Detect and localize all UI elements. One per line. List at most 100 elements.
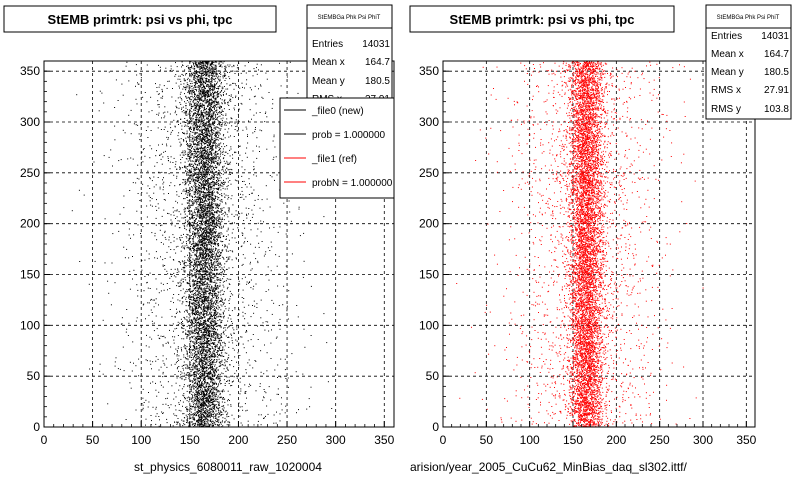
scatter-point (220, 361, 222, 363)
scatter-point (197, 195, 199, 197)
scatter-point (204, 227, 206, 229)
scatter-point (193, 109, 194, 111)
scatter-point (212, 213, 214, 215)
scatter-point (219, 161, 221, 163)
scatter-point (208, 264, 210, 266)
scatter-point (198, 151, 200, 153)
scatter-point (193, 140, 194, 142)
scatter-point (212, 124, 214, 126)
scatter-point (197, 382, 198, 384)
scatter-point (182, 139, 184, 140)
scatter-point (173, 342, 175, 344)
scatter-point (206, 337, 208, 339)
scatter-point (210, 376, 212, 378)
scatter-point (210, 413, 212, 415)
scatter-point (191, 369, 193, 371)
scatter-point (194, 311, 196, 313)
scatter-point (211, 73, 213, 74)
scatter-point (202, 191, 204, 193)
scatter-point (192, 417, 194, 419)
scatter-point (185, 236, 187, 238)
scatter-point (205, 403, 206, 405)
scatter-point (206, 255, 207, 257)
scatter-point (215, 195, 216, 197)
scatter-point (201, 174, 203, 175)
scatter-point (222, 342, 224, 344)
scatter-point (205, 111, 207, 113)
scatter-point (190, 103, 192, 105)
scatter-point (219, 373, 221, 375)
scatter-point (198, 175, 200, 177)
scatter-point (179, 237, 181, 239)
scatter-point (208, 353, 210, 355)
scatter-point (210, 287, 212, 289)
scatter-point (162, 360, 164, 362)
scatter-point (149, 178, 151, 180)
scatter-point (193, 157, 194, 159)
scatter-point (243, 298, 245, 299)
scatter-point (207, 314, 209, 316)
scatter-point (212, 78, 214, 80)
scatter-point (230, 146, 232, 148)
scatter-point (203, 386, 205, 388)
scatter-point (216, 82, 218, 84)
scatter-point (220, 390, 222, 392)
scatter-point (223, 160, 225, 162)
scatter-point (214, 354, 216, 356)
scatter-point (186, 65, 187, 67)
scatter-point (213, 421, 215, 423)
scatter-point (191, 93, 193, 95)
scatter-point (203, 108, 205, 110)
scatter-point (209, 376, 211, 378)
scatter-point (206, 157, 208, 159)
scatter-point (213, 251, 215, 253)
scatter-point (163, 223, 164, 225)
scatter-point (200, 255, 202, 257)
scatter-point (208, 195, 210, 197)
scatter-point (158, 93, 160, 95)
scatter-point (213, 78, 215, 80)
scatter-point (273, 134, 275, 136)
scatter-point (152, 299, 154, 301)
scatter-point (198, 418, 200, 420)
scatter-point (209, 317, 211, 319)
scatter-point (221, 195, 223, 197)
scatter-point (214, 242, 215, 244)
scatter-point (213, 173, 215, 175)
scatter-point (215, 207, 217, 209)
scatter-point (233, 64, 235, 66)
scatter-point (225, 298, 226, 300)
scatter-point (238, 216, 240, 218)
scatter-point (211, 224, 213, 226)
scatter-point (223, 315, 225, 317)
scatter-point (210, 371, 211, 372)
scatter-point (210, 189, 212, 191)
scatter-point (175, 316, 176, 318)
scatter-point (210, 145, 212, 147)
scatter-point (180, 371, 182, 373)
scatter-point (183, 139, 185, 141)
scatter-point (197, 380, 199, 382)
scatter-point (212, 257, 213, 259)
scatter-point (289, 211, 291, 213)
scatter-point (222, 331, 224, 333)
scatter-point (201, 215, 203, 217)
scatter-point (217, 337, 219, 339)
scatter-point (195, 424, 197, 426)
scatter-point (259, 112, 261, 113)
scatter-point (209, 152, 211, 153)
scatter-point (191, 413, 193, 415)
scatter-point (187, 113, 189, 115)
scatter-point (189, 210, 191, 212)
scatter-point (194, 159, 196, 161)
scatter-point (203, 340, 205, 342)
scatter-point (190, 163, 192, 165)
scatter-point (203, 263, 204, 265)
scatter-point (217, 120, 219, 122)
scatter-point (219, 313, 221, 315)
scatter-point (209, 376, 211, 378)
scatter-point (179, 168, 181, 170)
scatter-point (201, 97, 203, 99)
scatter-point (226, 367, 228, 369)
scatter-point (175, 74, 177, 76)
